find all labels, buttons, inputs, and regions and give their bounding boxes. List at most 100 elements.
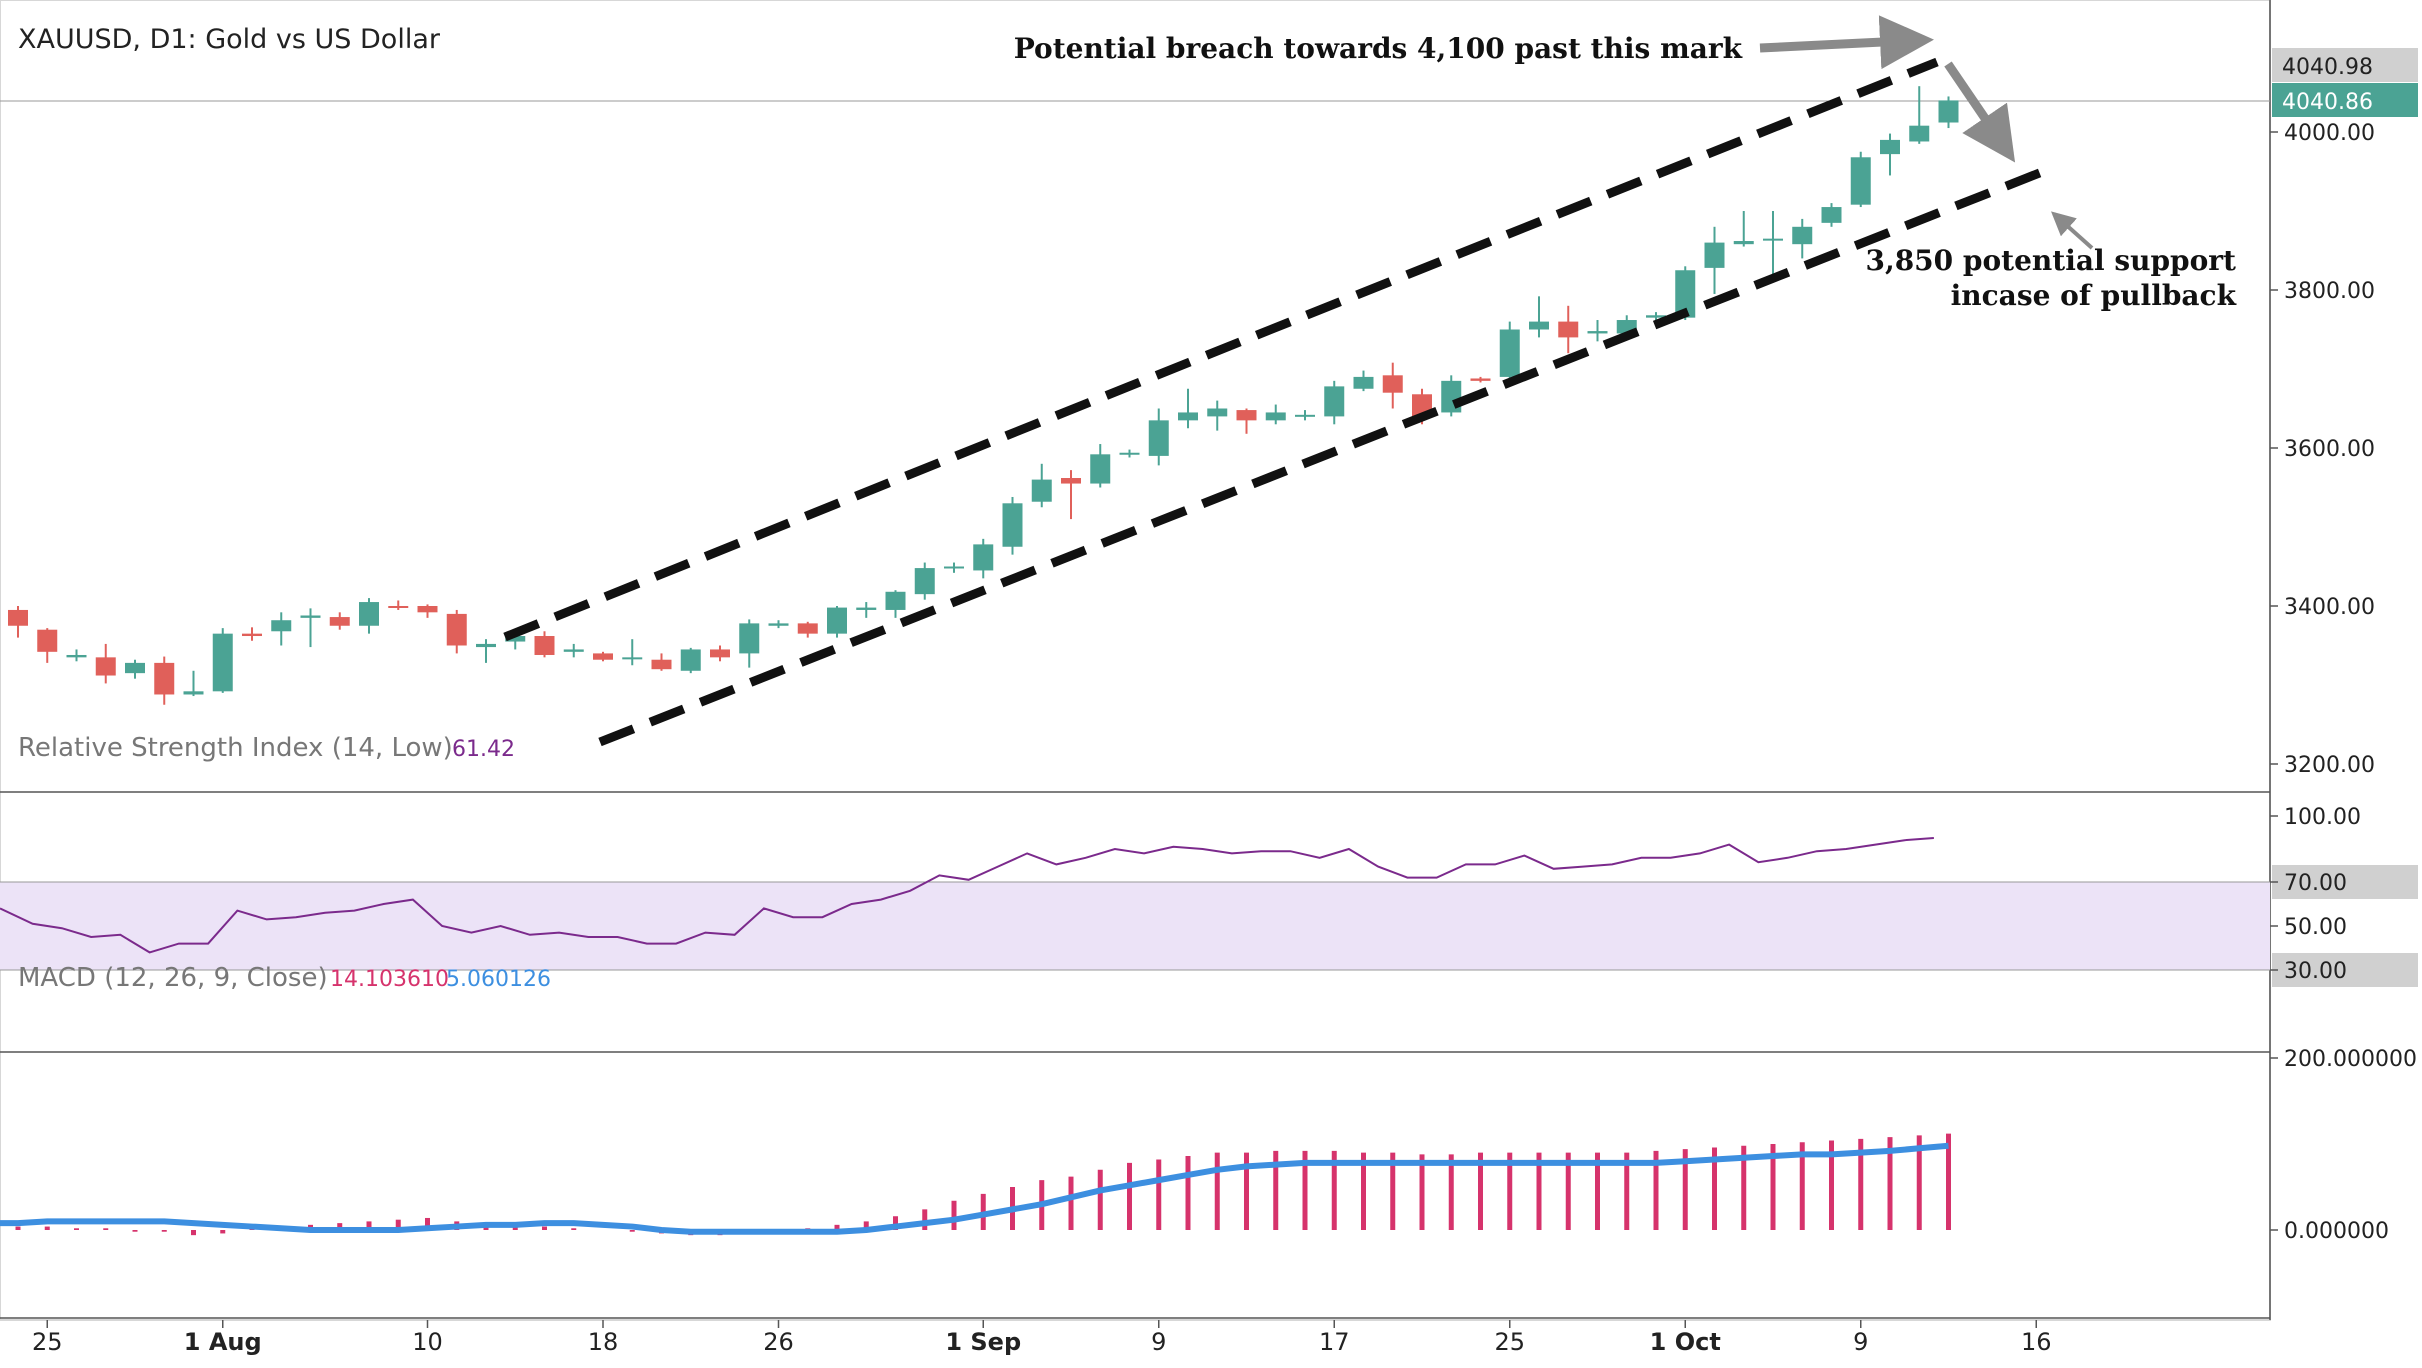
candle-body xyxy=(37,629,58,652)
breach-arrow[interactable] xyxy=(1759,15,1934,70)
high-price-label: 4040.98 xyxy=(2282,55,2373,80)
last-price-badge xyxy=(2272,83,2418,117)
candle-body xyxy=(242,633,262,637)
candle-body xyxy=(476,643,496,648)
breach-annotation: Potential breach towards 4,100 past this… xyxy=(1014,32,1743,65)
candle-body xyxy=(534,636,555,655)
candle-body xyxy=(1850,157,1871,205)
rsi-level-badge xyxy=(2272,953,2418,987)
candle-body xyxy=(1470,378,1491,381)
time-tick-label: 17 xyxy=(1319,1328,1350,1356)
candle-body xyxy=(1529,321,1549,330)
candle-body xyxy=(417,606,438,613)
candle-body xyxy=(300,615,321,618)
candle-body xyxy=(1295,414,1315,417)
candles-layer xyxy=(8,86,1959,705)
candle-body xyxy=(973,544,994,571)
candle-body xyxy=(1880,139,1900,155)
macd-title: MACD (12, 26, 9, Close) xyxy=(18,963,328,993)
rsi-tick-label: 100.00 xyxy=(2284,805,2361,830)
candle-body xyxy=(593,653,613,660)
candle-body xyxy=(797,623,818,634)
rsi-value: 61.42 xyxy=(452,737,515,762)
rsi-title: Relative Strength Index (14, Low) xyxy=(18,733,453,763)
candle-body xyxy=(8,609,28,626)
candle-body xyxy=(1061,478,1081,484)
candle-body xyxy=(1441,380,1462,413)
candle-body xyxy=(271,620,292,632)
candle-body xyxy=(622,657,643,660)
macd-tick-label: 0.000000 xyxy=(2284,1219,2389,1244)
candle-body xyxy=(1499,329,1520,377)
candle-body xyxy=(1236,410,1257,421)
candle-body xyxy=(66,654,87,658)
last-price-label: 4040.86 xyxy=(2282,90,2373,115)
candle-body xyxy=(1792,226,1813,245)
candle-body xyxy=(212,633,233,692)
time-tick-label: 10 xyxy=(412,1328,443,1356)
signal-value: 5.060126 xyxy=(446,967,551,992)
candle-body xyxy=(1002,503,1023,547)
candle-body xyxy=(1178,412,1198,421)
candle-body xyxy=(1353,376,1374,389)
time-tick-label: 18 xyxy=(588,1328,619,1356)
channel-lower-line[interactable] xyxy=(598,163,2054,747)
candle-body xyxy=(1265,412,1286,421)
rsi-level-badge xyxy=(2272,865,2418,899)
rsi-band xyxy=(0,882,2270,970)
support-annotation-line1: 3,850 potential support xyxy=(1865,244,2236,277)
time-tick-label: 9 xyxy=(1853,1328,1868,1356)
rsi-tick-label: 30.00 xyxy=(2284,959,2347,984)
price-tick-label: 3800.00 xyxy=(2284,279,2375,304)
candle-body xyxy=(1704,242,1725,268)
time-axis[interactable]: 25 1 Aug 10 18 26 1 Sep 9 17 25 1 Oct 9 16 xyxy=(32,1320,2052,1356)
support-arrow[interactable] xyxy=(2051,211,2094,250)
candle-body xyxy=(1763,238,1783,241)
candle-body xyxy=(1207,408,1228,417)
candle-body xyxy=(388,606,409,608)
rsi-layer xyxy=(0,837,1934,954)
candle-body xyxy=(1587,331,1608,334)
candle-body xyxy=(1675,270,1696,318)
channel-upper-line[interactable] xyxy=(503,57,1939,642)
candle-body xyxy=(1090,454,1111,484)
rsi-line xyxy=(0,837,1934,954)
candle-body xyxy=(563,649,584,652)
candle-body xyxy=(1938,100,1959,123)
candle-body xyxy=(1733,241,1754,245)
candle-body xyxy=(1558,321,1579,338)
candle-body xyxy=(154,662,175,695)
time-tick-label: 25 xyxy=(32,1328,63,1356)
plot-frame xyxy=(0,0,2271,1321)
macd-tick-label: 200.000000 xyxy=(2284,1047,2417,1072)
time-tick-label: 1 Sep xyxy=(945,1328,1021,1356)
candle-body xyxy=(768,623,789,626)
candle-body xyxy=(651,659,672,670)
candle-body xyxy=(329,617,350,626)
price-axis[interactable]: 4000.00 3800.00 3600.00 3400.00 3200.00 xyxy=(2270,121,2375,778)
candle-body xyxy=(914,568,935,595)
rsi-axis[interactable]: 100.00 70.00 50.00 30.00 xyxy=(2270,805,2418,987)
candle-body xyxy=(1148,420,1169,456)
candle-body xyxy=(1031,479,1052,502)
candle-body xyxy=(125,662,145,674)
candle-body xyxy=(1324,386,1345,417)
chart-title: XAUUSD, D1: Gold vs US Dollar xyxy=(18,24,441,55)
candle-body xyxy=(1119,452,1140,455)
candle-body xyxy=(505,636,526,642)
candle-body xyxy=(1909,125,1930,142)
rsi-tick-label: 70.00 xyxy=(2284,871,2347,896)
rsi-tick-label: 50.00 xyxy=(2284,915,2347,940)
candle-body xyxy=(1821,207,1842,223)
macd-axis[interactable]: 200.000000 0.000000 xyxy=(2270,1047,2417,1244)
macd-value: 14.103610 xyxy=(330,967,449,992)
candle-body xyxy=(944,566,964,569)
candle-body xyxy=(710,649,730,658)
time-tick-label: 1 Oct xyxy=(1650,1328,1721,1356)
high-price-badge xyxy=(2272,48,2418,82)
candle-body xyxy=(183,691,204,695)
candle-body xyxy=(827,607,847,634)
candle-body xyxy=(1382,375,1403,393)
down-arrow[interactable] xyxy=(1944,61,2016,163)
